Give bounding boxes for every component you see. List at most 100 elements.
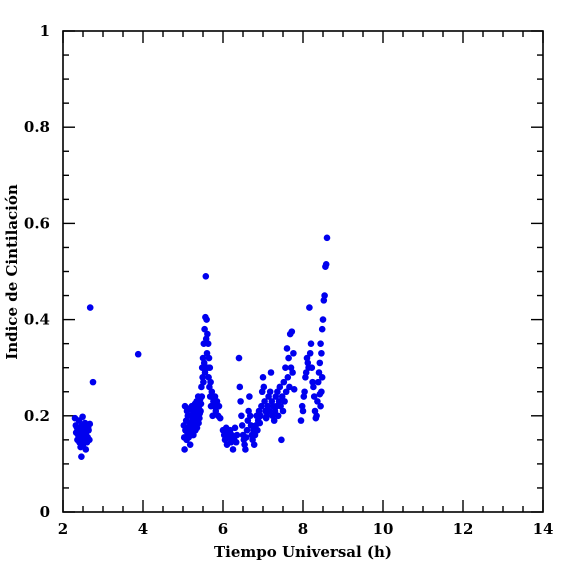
- data-point: [201, 325, 208, 333]
- data-point: [310, 393, 318, 400]
- data-point: [236, 383, 244, 391]
- data-point: [82, 446, 90, 453]
- data-point: [206, 364, 214, 372]
- data-point: [285, 354, 292, 362]
- data-point: [204, 340, 212, 347]
- data-point: [266, 388, 274, 396]
- data-point: [274, 412, 282, 420]
- data-point: [318, 325, 326, 333]
- axis-ticks: [62, 30, 544, 513]
- data-point: [280, 378, 288, 386]
- data-point: [307, 340, 315, 347]
- data-point: [257, 412, 264, 420]
- data-point: [200, 378, 207, 386]
- data-point: [242, 434, 250, 441]
- data-point: [202, 273, 210, 280]
- y-tick-label: 0.6: [24, 214, 50, 232]
- data-point: [216, 414, 224, 422]
- data-point: [198, 393, 206, 400]
- data-point: [250, 441, 258, 448]
- data-point: [314, 398, 321, 405]
- plot-frame: [62, 30, 544, 513]
- data-point: [318, 374, 326, 381]
- data-point: [258, 402, 265, 410]
- data-point: [254, 426, 261, 434]
- data-point: [246, 412, 254, 420]
- data-point: [316, 359, 324, 367]
- data-point: [276, 383, 284, 391]
- data-point: [229, 446, 237, 453]
- y-tick-label: 0.4: [24, 311, 50, 329]
- data-point: [282, 364, 289, 372]
- data-point: [261, 398, 268, 405]
- data-point: [238, 412, 245, 420]
- data-point: [318, 349, 325, 357]
- data-point: [278, 436, 285, 444]
- data-point: [288, 328, 296, 335]
- data-point: [208, 388, 216, 396]
- data-point: [181, 446, 188, 453]
- data-point: [282, 388, 290, 396]
- data-point: [242, 446, 249, 453]
- data-point: [297, 417, 305, 424]
- data-point: [313, 412, 320, 420]
- data-point: [134, 350, 142, 358]
- data-point: [283, 345, 291, 352]
- data-point: [266, 407, 273, 415]
- data-point: [215, 402, 223, 410]
- y-axis-label: Indice de Cintilación: [3, 184, 21, 360]
- data-point: [322, 260, 330, 268]
- data-point: [203, 316, 210, 323]
- data-point: [301, 388, 308, 396]
- data-point: [314, 378, 322, 386]
- data-point: [290, 349, 297, 357]
- data-point: [233, 431, 241, 439]
- y-tick-label: 0: [40, 503, 50, 521]
- data-point: [319, 316, 327, 323]
- data-point: [197, 400, 205, 408]
- data-point: [86, 304, 94, 311]
- data-point: [196, 414, 203, 422]
- data-point: [237, 398, 244, 405]
- data-point: [186, 441, 194, 448]
- x-axis-label: Tiempo Universal (h): [214, 543, 392, 561]
- x-tick-label: 2: [58, 520, 68, 538]
- data-point: [323, 234, 331, 242]
- data-point: [86, 420, 94, 428]
- x-tick-label: 14: [533, 520, 554, 538]
- data-point: [281, 398, 288, 405]
- data-point: [197, 407, 204, 415]
- x-tick-label: 4: [138, 520, 148, 538]
- axis-tick-labels: 2 4 6 8 10 12 14 0 0.2 0.4 0.6 0.8 1: [24, 22, 554, 538]
- data-point: [299, 407, 307, 415]
- data-point: [259, 374, 267, 381]
- data-point: [270, 417, 278, 424]
- data-point: [85, 426, 92, 434]
- data-point: [315, 369, 323, 376]
- data-point: [200, 359, 208, 367]
- data-point: [284, 374, 292, 381]
- y-tick-label: 1: [40, 22, 50, 40]
- data-point: [238, 422, 246, 429]
- data-point: [289, 369, 296, 376]
- data-point: [260, 383, 268, 391]
- data-point: [290, 386, 298, 393]
- x-tick-label: 10: [373, 520, 394, 538]
- data-point: [86, 436, 93, 444]
- data-point: [207, 378, 214, 386]
- data-point: [267, 369, 275, 376]
- data-point: [308, 364, 316, 372]
- x-tick-label: 8: [298, 520, 308, 538]
- data-point: [89, 378, 97, 386]
- data-point: [204, 330, 211, 338]
- data-point: [231, 424, 239, 432]
- x-tick-label: 6: [218, 520, 228, 538]
- data-point: [256, 419, 264, 427]
- data-point: [246, 393, 253, 400]
- data-point: [78, 453, 85, 460]
- data-point: [201, 369, 209, 376]
- data-point: [317, 402, 324, 410]
- data-point: [235, 354, 243, 362]
- y-tick-label: 0.2: [24, 407, 50, 425]
